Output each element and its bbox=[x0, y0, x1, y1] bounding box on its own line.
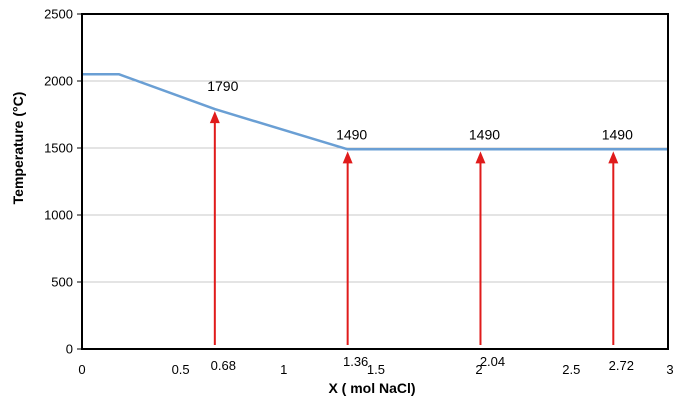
series-line-0 bbox=[82, 74, 668, 149]
arrow-head-0 bbox=[210, 111, 220, 123]
x-tick-label-3: 1.5 bbox=[367, 362, 385, 377]
y-tick-label-3: 1500 bbox=[44, 141, 73, 156]
x-tick-label-0: 0 bbox=[78, 362, 85, 377]
y-tick-label-4: 2000 bbox=[44, 74, 73, 89]
x-tick-label-2: 1 bbox=[280, 362, 287, 377]
annotation-value-0: 1790 bbox=[207, 78, 238, 94]
annotation-value-1: 1490 bbox=[336, 126, 367, 142]
grid-layer bbox=[82, 81, 668, 282]
frame-layer bbox=[77, 14, 668, 349]
annotation-x-label-0: 0.68 bbox=[211, 358, 236, 373]
y-tick-labels: 0 500 1000 1500 2000 2500 bbox=[44, 7, 73, 357]
annotation-x-label-2: 2.04 bbox=[480, 354, 505, 369]
x-tick-label-5: 2.5 bbox=[562, 362, 580, 377]
annotation-x-label-3: 2.72 bbox=[609, 358, 634, 373]
x-tick-label-6: 3 bbox=[666, 362, 673, 377]
arrow-head-3 bbox=[608, 151, 618, 163]
arrow-head-2 bbox=[475, 151, 485, 163]
x-tick-label-1: 0.5 bbox=[172, 362, 190, 377]
series-layer bbox=[82, 74, 668, 149]
plot-frame bbox=[82, 14, 668, 349]
y-tick-label-2: 1000 bbox=[44, 208, 73, 223]
annotation-value-3: 1490 bbox=[602, 126, 633, 142]
x-axis-title: X ( mol NaCl) bbox=[328, 380, 415, 396]
y-axis-title: Temperature (°C) bbox=[10, 92, 26, 205]
y-tick-label-1: 500 bbox=[51, 275, 73, 290]
arrow-layer bbox=[210, 111, 618, 345]
arrow-head-1 bbox=[343, 151, 353, 163]
annotation-labels: 1790 0.68 1490 1.36 1490 2.04 1490 2.72 bbox=[207, 78, 634, 373]
y-tick-label-0: 0 bbox=[66, 342, 73, 357]
annotation-x-label-1: 1.36 bbox=[343, 354, 368, 369]
y-tick-label-5: 2500 bbox=[44, 7, 73, 22]
annotation-value-2: 1490 bbox=[469, 126, 500, 142]
